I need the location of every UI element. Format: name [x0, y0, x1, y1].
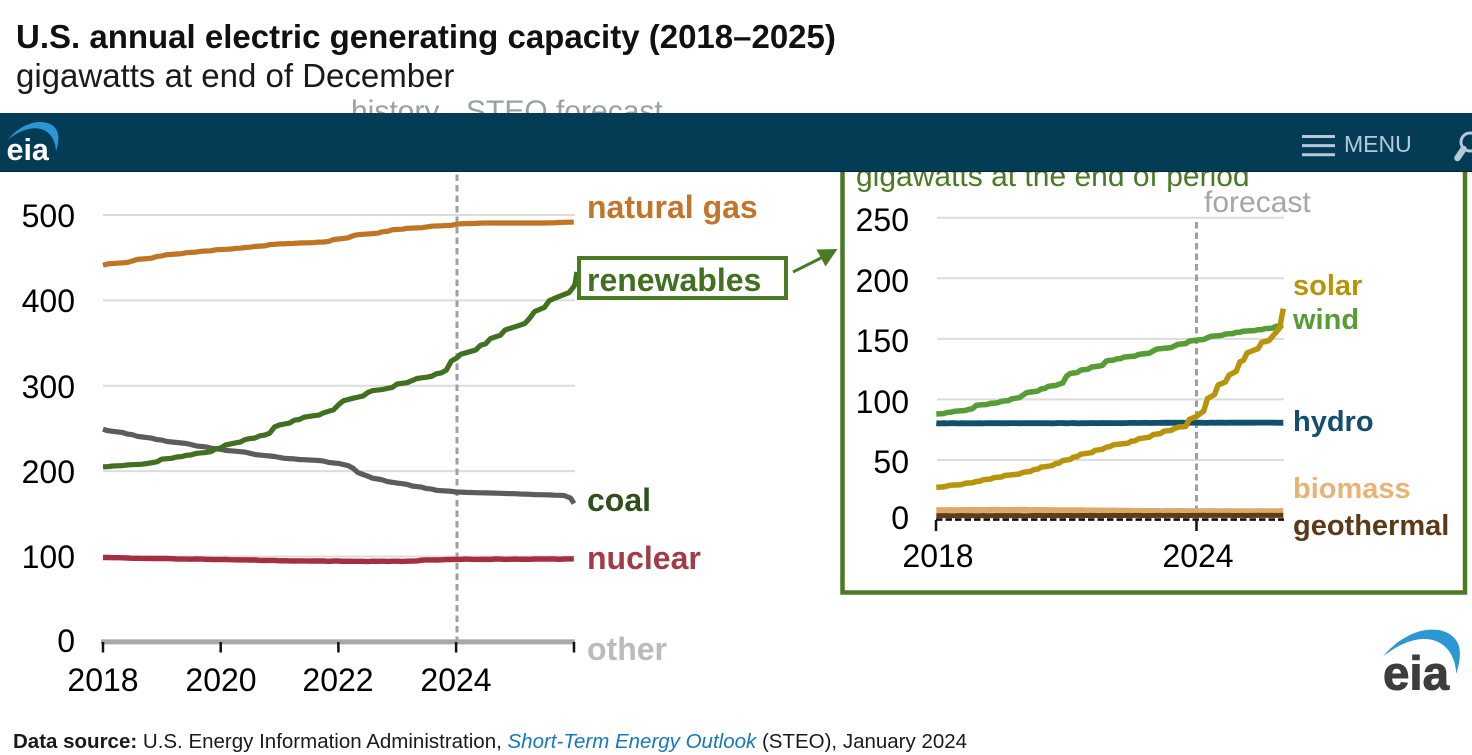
svg-text:eia: eia: [1383, 648, 1450, 695]
svg-text:eia: eia: [7, 133, 50, 167]
